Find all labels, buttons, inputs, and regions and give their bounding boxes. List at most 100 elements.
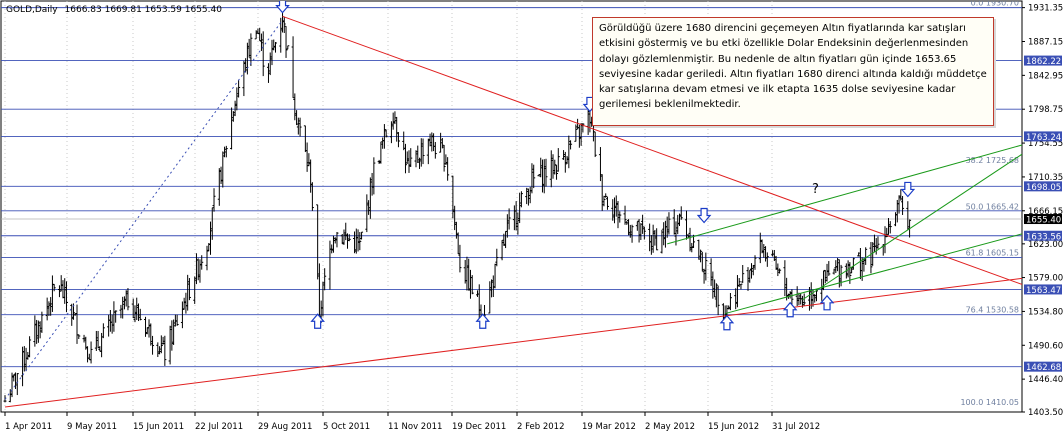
ohlc-bar <box>614 195 618 217</box>
ohlc-bar <box>124 290 128 307</box>
ohlc-bar <box>254 30 258 40</box>
ohlc-bar <box>335 231 339 248</box>
ohlc-bar <box>122 296 126 310</box>
price-tag <box>1024 284 1062 295</box>
ohlc-bar <box>64 281 68 313</box>
ohlc-bar <box>525 187 529 205</box>
ohlc-bar <box>233 100 237 117</box>
ohlc-bar <box>59 275 63 292</box>
ohlc-bar <box>778 268 782 274</box>
ohlc-bar <box>714 283 718 308</box>
ohlc-bar <box>193 276 197 304</box>
ohlc-bar <box>897 195 901 214</box>
y-tick-label: 1887.15 <box>1028 37 1063 47</box>
ohlc-bar <box>307 153 311 167</box>
ohlc-bar <box>751 264 755 276</box>
ohlc-bar <box>158 346 162 355</box>
ohlc-bar <box>419 138 423 167</box>
ohlc-bar <box>618 211 622 223</box>
ohlc-bar <box>217 168 221 206</box>
ohlc-bar <box>857 252 861 257</box>
ohlc-bar <box>516 212 520 235</box>
ohlc-bar <box>540 159 544 193</box>
ohlc-bar <box>846 260 850 278</box>
ohlc-bar <box>713 279 717 298</box>
ohlc-bar <box>259 33 263 51</box>
ohlc-bar <box>565 155 569 165</box>
ohlc-bar <box>490 279 494 298</box>
ohlc-bar <box>851 257 855 270</box>
trendline-dotted-rally <box>4 19 283 400</box>
ohlc-bar <box>612 197 616 224</box>
y-tick-label: 1579.00 <box>1028 274 1063 284</box>
x-tick-label: 1 Apr 2011 <box>5 422 52 432</box>
ohlc-bar <box>493 263 497 289</box>
price-tag-label: 1462.68 <box>1026 363 1061 373</box>
ohlc-bar <box>639 223 643 241</box>
ohlc-bar <box>598 147 602 182</box>
commentary-text: Görüldüğü üzere 1680 direncini geçemeyen… <box>599 23 987 111</box>
ohlc-bar <box>544 158 548 187</box>
arrow-up-icon <box>475 313 491 329</box>
ohlc-bar <box>746 267 750 291</box>
ohlc-bar <box>864 247 868 265</box>
y-tick-label: 1842.95 <box>1028 71 1063 81</box>
ohlc-bar <box>333 237 337 244</box>
ohlc-bar <box>198 259 202 283</box>
ohlc-bar <box>762 244 766 258</box>
current-price-tag <box>1024 214 1062 225</box>
ohlc-bar <box>734 288 738 310</box>
ohlc-bar <box>876 236 880 249</box>
ohlc-values: 1666.83 1669.81 1653.59 1655.40 <box>64 5 222 15</box>
ohlc-bar <box>551 154 555 179</box>
ohlc-bar <box>161 336 165 345</box>
trendline-channel-upper <box>667 144 1022 245</box>
ohlc-bar <box>26 351 30 360</box>
price-tag <box>1024 131 1062 142</box>
ohlc-bar <box>688 227 692 252</box>
ohlc-bar <box>514 201 518 231</box>
ohlc-bar <box>456 232 460 255</box>
ohlc-bar <box>196 258 200 281</box>
ohlc-bar <box>577 124 581 148</box>
y-tick-label: 1490.60 <box>1028 341 1063 351</box>
ohlc-bar <box>356 229 360 252</box>
ohlc-bar <box>40 311 44 333</box>
arrow-up-icon <box>310 313 325 329</box>
ohlc-bar <box>270 39 274 66</box>
ohlc-bar <box>537 174 541 177</box>
ohlc-bar <box>70 303 74 326</box>
ohlc-bar <box>802 293 806 306</box>
ohlc-bar <box>409 148 413 167</box>
ohlc-bar <box>728 293 732 311</box>
ohlc-bar <box>340 234 344 244</box>
ohlc-bar <box>871 242 875 266</box>
ohlc-bar <box>416 145 420 164</box>
ohlc-bar <box>200 255 204 270</box>
ohlc-bar <box>321 281 325 317</box>
price-tag <box>1024 361 1062 372</box>
ohlc-bar <box>172 319 176 345</box>
ohlc-bar <box>600 174 604 211</box>
ohlc-bar <box>147 319 151 338</box>
ohlc-bar <box>567 135 571 169</box>
ohlc-bar <box>379 141 383 164</box>
ohlc-bar <box>235 87 239 111</box>
ohlc-bar <box>77 334 81 339</box>
ohlc-bar <box>569 140 573 150</box>
ohlc-bar <box>82 334 86 343</box>
ohlc-bar <box>344 222 348 241</box>
ohlc-bar <box>562 150 566 160</box>
ohlc-bar <box>84 336 88 350</box>
ohlc-bar <box>505 214 509 238</box>
fib-level-label: 38.2 1725.68 <box>966 156 1019 165</box>
ohlc-bar <box>360 231 364 240</box>
ohlc-bar <box>555 164 559 180</box>
ohlc-bar <box>739 283 743 290</box>
ohlc-bar <box>625 221 629 225</box>
ohlc-bar <box>12 374 16 382</box>
arrow-up-icon <box>819 294 835 311</box>
price-tag <box>1024 230 1062 241</box>
x-tick-label: 31 Jul 2012 <box>772 422 820 432</box>
